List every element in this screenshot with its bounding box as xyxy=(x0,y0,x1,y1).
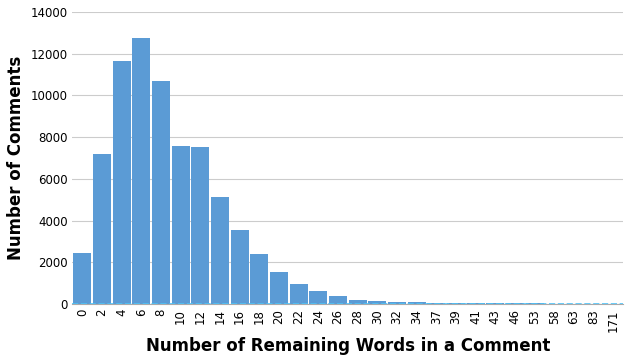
Bar xyxy=(506,303,524,304)
Bar xyxy=(309,291,328,304)
Y-axis label: Number of Comments: Number of Comments xyxy=(7,56,25,260)
Bar xyxy=(192,147,209,304)
Bar xyxy=(132,38,151,304)
Bar xyxy=(467,303,484,304)
Bar xyxy=(93,154,111,304)
X-axis label: Number of Remaining Words in a Comment: Number of Remaining Words in a Comment xyxy=(146,337,550,355)
Bar xyxy=(211,197,229,304)
Bar xyxy=(486,303,504,304)
Bar xyxy=(73,253,91,304)
Bar xyxy=(388,302,406,304)
Bar xyxy=(113,61,130,304)
Bar xyxy=(290,284,307,304)
Bar xyxy=(525,303,544,304)
Bar xyxy=(231,230,249,304)
Bar xyxy=(427,303,445,304)
Bar xyxy=(408,303,426,304)
Bar xyxy=(368,301,386,304)
Bar xyxy=(250,254,268,304)
Bar xyxy=(171,146,190,304)
Bar xyxy=(348,300,367,304)
Bar xyxy=(152,81,170,304)
Bar xyxy=(447,303,465,304)
Bar xyxy=(270,272,288,304)
Bar xyxy=(329,296,347,304)
